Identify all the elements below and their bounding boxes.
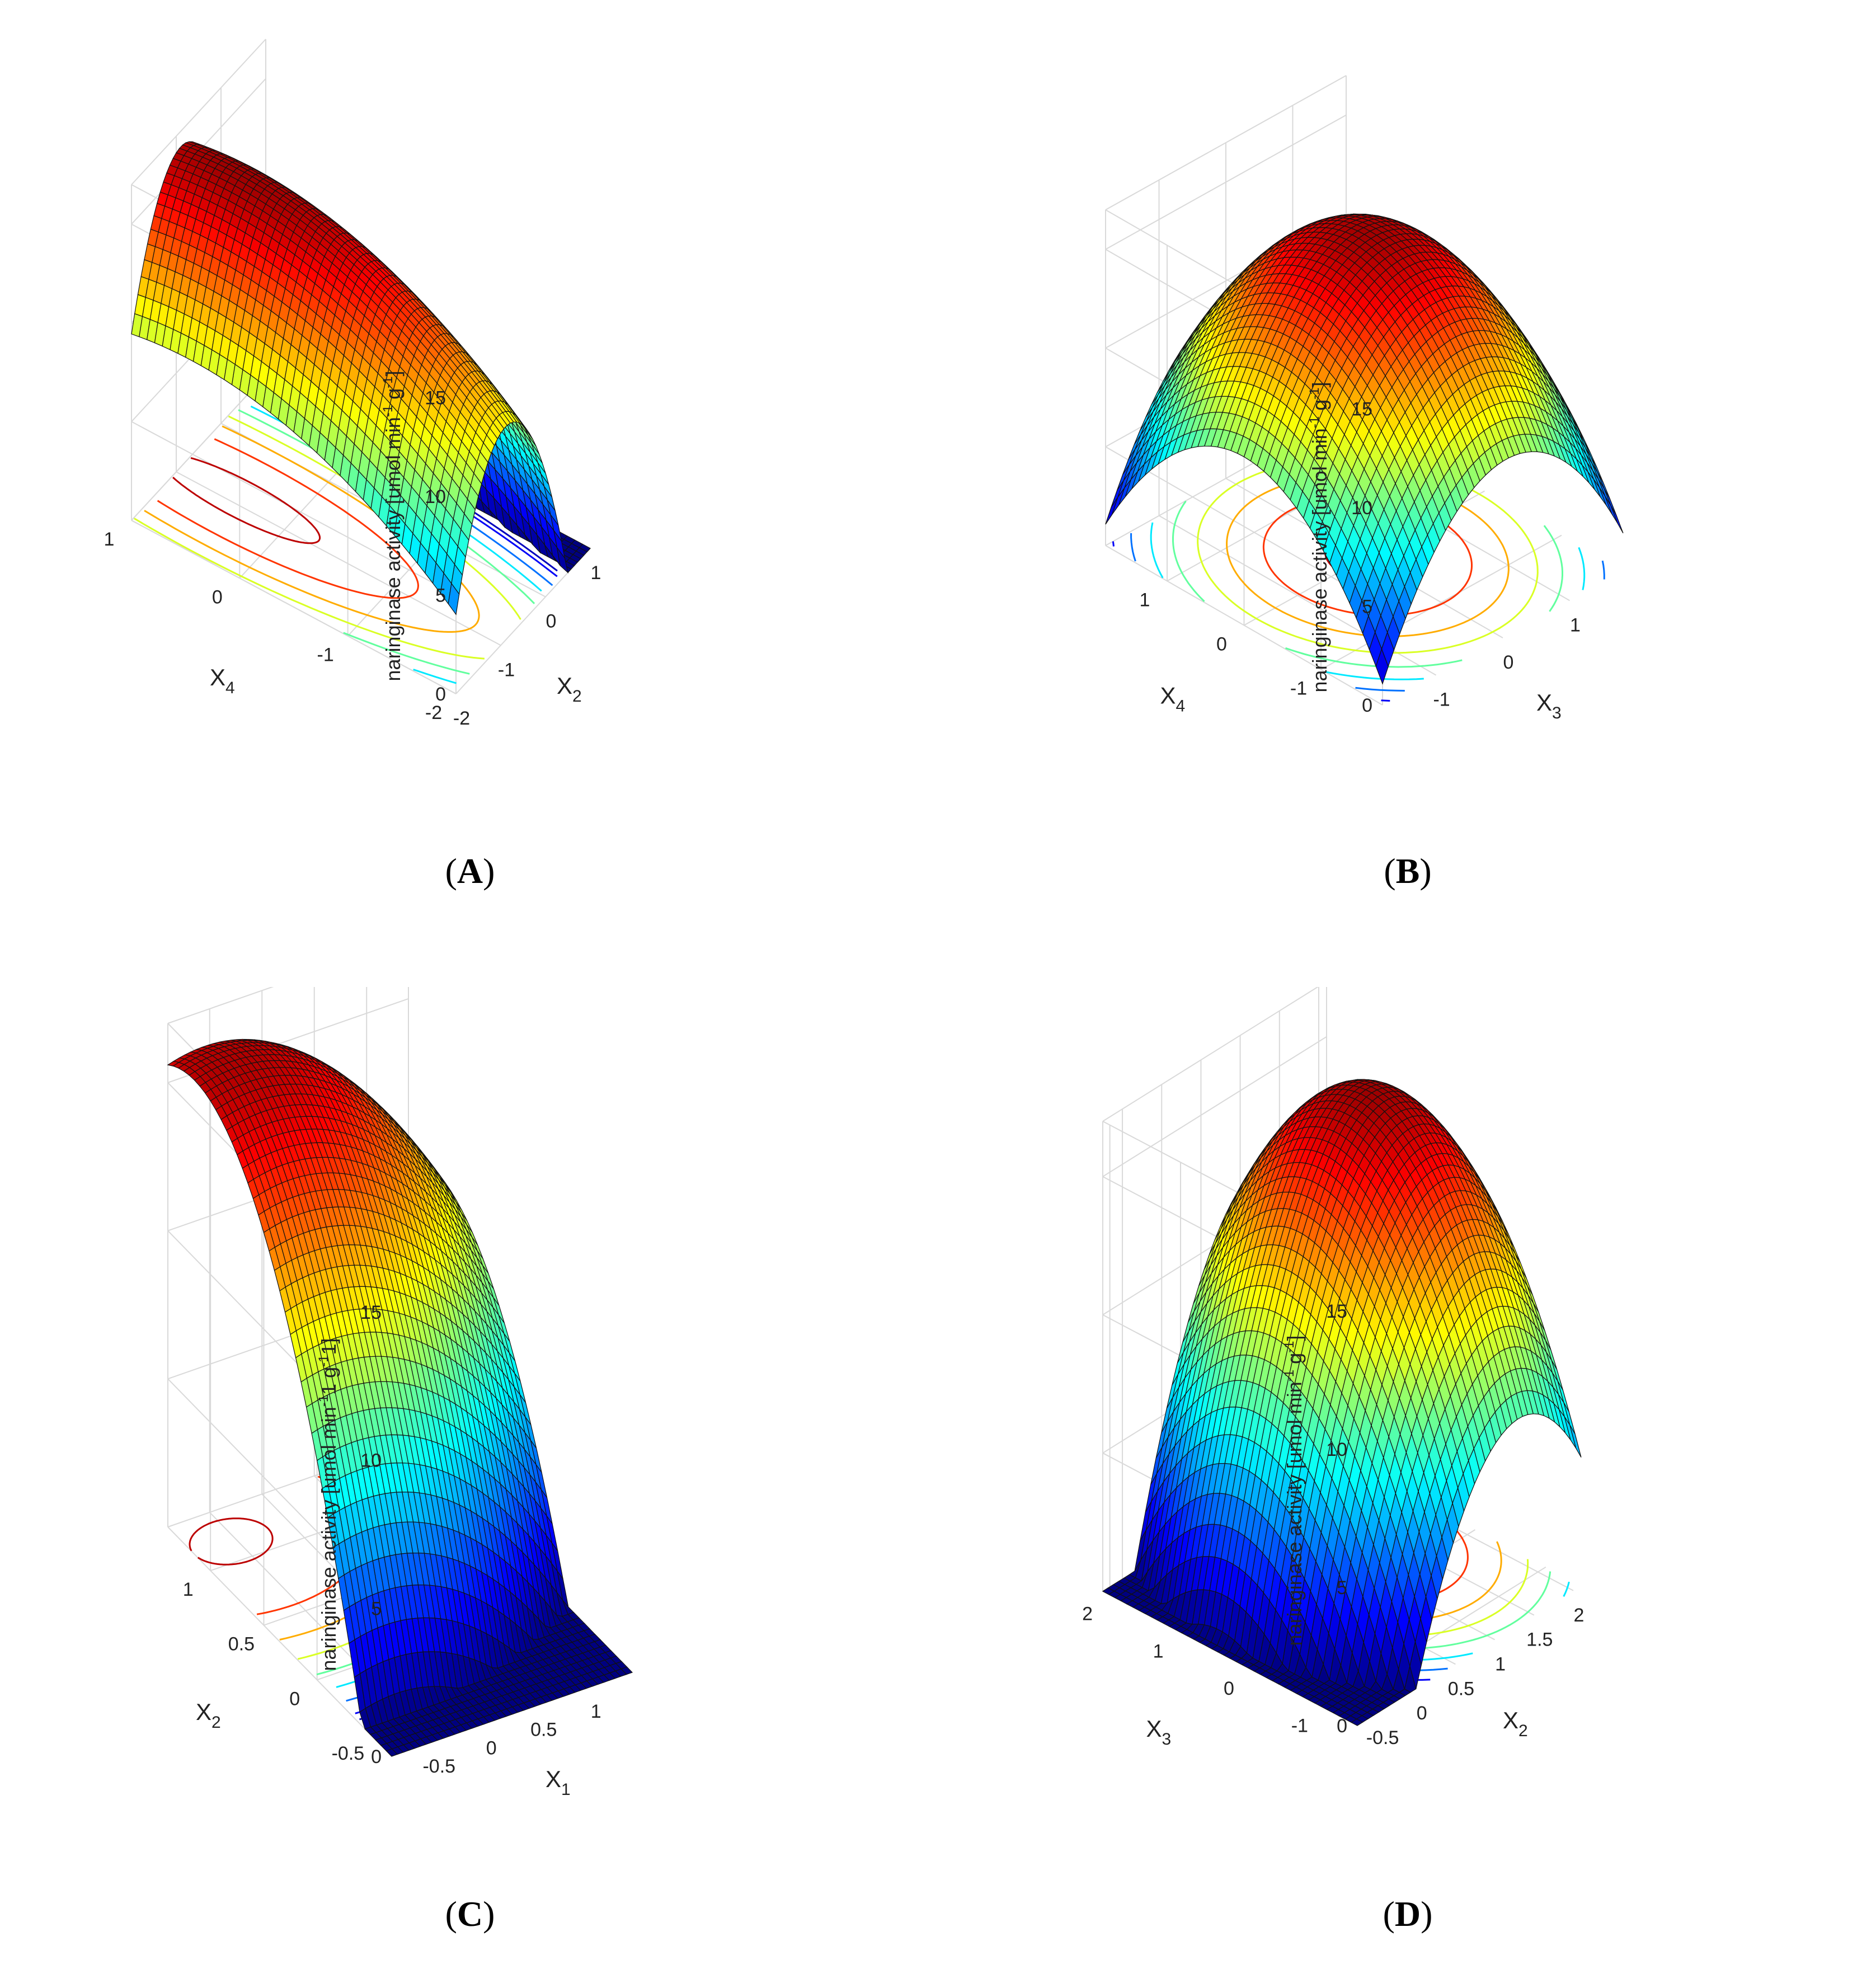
y-axis-label: X4 (1160, 683, 1186, 716)
floor-grid-line (176, 471, 501, 646)
z-tick-label: 10 (1351, 497, 1372, 519)
wall-grid-line (1105, 545, 1383, 706)
x-axis-label: X3 (1536, 689, 1562, 722)
surface-plot-a: 0 5 10 15 -2 -1 0 1 -2 -1 0 1 X2 X4 naringinase activi… (104, 39, 601, 729)
box-edge (131, 39, 266, 185)
surface-mesh (167, 1038, 633, 1757)
wall-grid-line (167, 1526, 392, 1757)
y-tick-label: -1 (1290, 678, 1307, 699)
tick-labels: 0 5 10 15 -1 0 1 -1 0 1 (1140, 399, 1581, 716)
z-tick-label: 5 (435, 585, 446, 607)
z-axis-label-sup: -1 (1307, 416, 1322, 428)
y-tick-label: 1 (1140, 589, 1150, 610)
y-axis-label-subscript: 4 (225, 679, 235, 697)
panel-label-a: (A) (445, 851, 495, 891)
wall-grid-line (1105, 114, 1347, 250)
z-axis-label-text: g (1308, 400, 1331, 416)
contour-line (172, 457, 321, 544)
z-tick-label: 0 (435, 684, 446, 705)
z-axis-label-sup: -1 (1307, 388, 1322, 400)
z-axis-label-text: g (382, 388, 405, 405)
wall-grid-line (131, 520, 457, 694)
box-edge (1105, 75, 1347, 210)
panel-c: 0 5 10 15 -0.5 0 0.5 1 -0.5 0 0.5 1 X1 X2 naringinase … (0, 987, 938, 1974)
z-tick-label: 10 (425, 486, 446, 507)
z-tick-label: 15 (425, 388, 446, 409)
z-axis-label-text: ] (1308, 382, 1331, 388)
x-tick-label: -1 (1433, 689, 1450, 711)
y-tick-label: -2 (425, 702, 442, 723)
wall-grid-line (131, 374, 266, 521)
x-tick-label: 1 (591, 562, 601, 584)
y-tick-label: 0 (212, 586, 223, 608)
z-axis-label-text: ] (382, 371, 405, 377)
surface-facet (1375, 648, 1389, 685)
surface-mesh (1105, 213, 1624, 685)
x-tick-label: 0 (1503, 652, 1514, 673)
x-tick-label: -1 (498, 659, 515, 680)
x-axis-label: X2 (557, 673, 582, 706)
wall-grid-line (1105, 446, 1383, 607)
y-axis-label: X4 (210, 664, 235, 697)
z-axis-label-sup: -1 (380, 377, 396, 388)
y-tick-label: -1 (317, 645, 334, 666)
y-tick-label: 0 (1216, 634, 1227, 655)
z-axis-label-text: naringinase activity [umol min (1308, 428, 1331, 692)
contour-line (189, 1517, 274, 1566)
x-tick-label: -2 (453, 708, 470, 729)
box-edge (167, 987, 274, 1024)
z-tick-label: 5 (1362, 596, 1372, 618)
x-axis-label-subscript: 2 (572, 687, 582, 706)
z-axis-label-sup: -1 (380, 405, 396, 417)
panel-a: 0 5 10 15 -2 -1 0 1 -2 -1 0 1 X2 X4 naringinase activi… (0, 0, 938, 987)
surface-facet (448, 582, 460, 615)
x-tick-label: 1 (1570, 614, 1581, 636)
panel-b: 0 5 10 15 -1 0 1 -1 0 1 X3 X4 naringinase activity [… (938, 0, 1875, 987)
z-axis-label-text: naringinase activity [umol min (382, 417, 405, 681)
contour-line (157, 438, 420, 599)
surface-plot-b: 0 5 10 15 -1 0 1 -1 0 1 X3 X4 naringinase activity [… (1105, 75, 1875, 722)
y-axis-label-subscript: 4 (1176, 697, 1186, 716)
panel-label-b: (B) (1384, 851, 1432, 891)
x-tick-label: 0 (546, 611, 557, 632)
x-axis-label-subscript: 3 (1552, 704, 1562, 722)
tick-labels: 0 5 10 15 -2 -1 0 1 -2 -1 0 1 (104, 388, 601, 729)
surface-facet (1105, 497, 1118, 525)
z-axis-label: naringinase activity [umol min-1 g-1] (1307, 382, 1331, 693)
y-tick-label: 1 (104, 529, 115, 550)
surface-mesh (131, 141, 591, 615)
floor-grid-line (1320, 534, 1562, 670)
surface-plot-c: 051015-0.500.51-0.500.51X1X2naringinase … (167, 987, 633, 1799)
z-axis-label: naringinase activity [umol min-1 g-1] (380, 371, 405, 682)
z-tick-label: 15 (1351, 399, 1372, 420)
z-tick-label: 0 (1362, 695, 1372, 716)
